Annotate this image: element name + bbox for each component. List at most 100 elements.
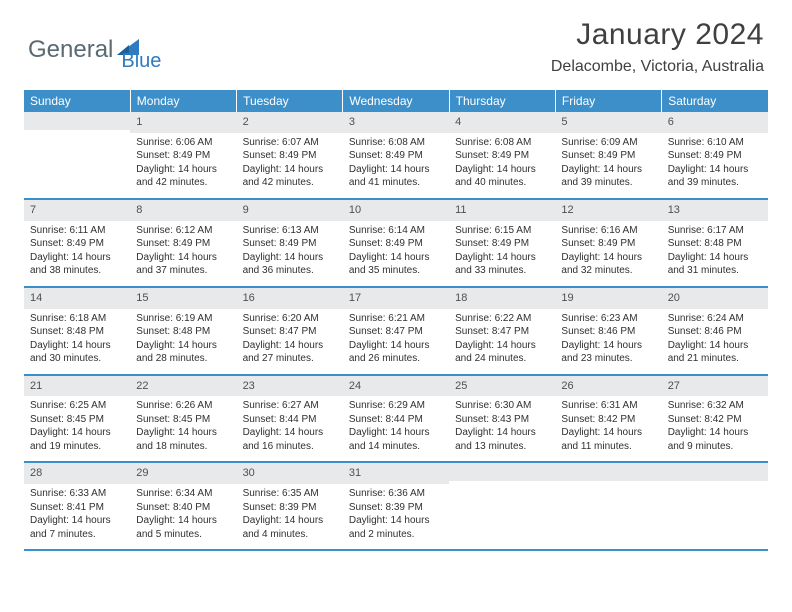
sunset-line: Sunset: 8:49 PM [561, 237, 655, 251]
day-body: Sunrise: 6:08 AMSunset: 8:49 PMDaylight:… [449, 133, 555, 198]
daylight-line: Daylight: 14 hours and 4 minutes. [243, 514, 337, 541]
sunrise-line: Sunrise: 6:18 AM [30, 312, 124, 326]
day-body: Sunrise: 6:31 AMSunset: 8:42 PMDaylight:… [555, 396, 661, 461]
day-body: Sunrise: 6:08 AMSunset: 8:49 PMDaylight:… [343, 133, 449, 198]
daylight-line: Daylight: 14 hours and 14 minutes. [349, 426, 443, 453]
day-body: Sunrise: 6:11 AMSunset: 8:49 PMDaylight:… [24, 221, 130, 286]
day-body: Sunrise: 6:30 AMSunset: 8:43 PMDaylight:… [449, 396, 555, 461]
sunrise-line: Sunrise: 6:32 AM [668, 399, 762, 413]
sunset-line: Sunset: 8:49 PM [136, 149, 230, 163]
sunrise-line: Sunrise: 6:16 AM [561, 224, 655, 238]
calendar-row: 21Sunrise: 6:25 AMSunset: 8:45 PMDayligh… [24, 375, 768, 463]
day-body: Sunrise: 6:27 AMSunset: 8:44 PMDaylight:… [237, 396, 343, 461]
sunset-line: Sunset: 8:40 PM [136, 501, 230, 515]
calendar-row: 14Sunrise: 6:18 AMSunset: 8:48 PMDayligh… [24, 287, 768, 375]
day-body: Sunrise: 6:09 AMSunset: 8:49 PMDaylight:… [555, 133, 661, 198]
sunrise-line: Sunrise: 6:23 AM [561, 312, 655, 326]
calendar-cell: 23Sunrise: 6:27 AMSunset: 8:44 PMDayligh… [237, 375, 343, 463]
calendar-cell-empty [555, 462, 661, 550]
sunset-line: Sunset: 8:49 PM [349, 237, 443, 251]
day-number: 6 [662, 112, 768, 133]
sunset-line: Sunset: 8:43 PM [455, 413, 549, 427]
weekday-header: Friday [555, 90, 661, 112]
sunrise-line: Sunrise: 6:17 AM [668, 224, 762, 238]
sunrise-line: Sunrise: 6:10 AM [668, 136, 762, 150]
daylight-line: Daylight: 14 hours and 42 minutes. [243, 163, 337, 190]
day-body: Sunrise: 6:16 AMSunset: 8:49 PMDaylight:… [555, 221, 661, 286]
calendar-cell: 13Sunrise: 6:17 AMSunset: 8:48 PMDayligh… [662, 199, 768, 287]
day-number: 24 [343, 376, 449, 397]
sunrise-line: Sunrise: 6:11 AM [30, 224, 124, 238]
day-number: 22 [130, 376, 236, 397]
day-number: 26 [555, 376, 661, 397]
daylight-line: Daylight: 14 hours and 32 minutes. [561, 251, 655, 278]
sunrise-line: Sunrise: 6:33 AM [30, 487, 124, 501]
day-number [24, 112, 130, 130]
weekday-header-row: SundayMondayTuesdayWednesdayThursdayFrid… [24, 90, 768, 112]
daylight-line: Daylight: 14 hours and 19 minutes. [30, 426, 124, 453]
day-body [449, 481, 555, 543]
day-body: Sunrise: 6:24 AMSunset: 8:46 PMDaylight:… [662, 309, 768, 374]
day-body: Sunrise: 6:23 AMSunset: 8:46 PMDaylight:… [555, 309, 661, 374]
header: General Blue January 2024 Delacombe, Vic… [0, 0, 792, 80]
day-number: 29 [130, 463, 236, 484]
day-number: 8 [130, 200, 236, 221]
daylight-line: Daylight: 14 hours and 27 minutes. [243, 339, 337, 366]
daylight-line: Daylight: 14 hours and 35 minutes. [349, 251, 443, 278]
calendar-cell: 31Sunrise: 6:36 AMSunset: 8:39 PMDayligh… [343, 462, 449, 550]
calendar-cell: 9Sunrise: 6:13 AMSunset: 8:49 PMDaylight… [237, 199, 343, 287]
daylight-line: Daylight: 14 hours and 39 minutes. [561, 163, 655, 190]
day-number: 15 [130, 288, 236, 309]
day-number: 3 [343, 112, 449, 133]
calendar-table: SundayMondayTuesdayWednesdayThursdayFrid… [24, 90, 768, 551]
sunrise-line: Sunrise: 6:13 AM [243, 224, 337, 238]
day-body: Sunrise: 6:21 AMSunset: 8:47 PMDaylight:… [343, 309, 449, 374]
day-number: 31 [343, 463, 449, 484]
day-number: 30 [237, 463, 343, 484]
calendar-body: 1Sunrise: 6:06 AMSunset: 8:49 PMDaylight… [24, 112, 768, 550]
title-block: January 2024 Delacombe, Victoria, Austra… [551, 18, 764, 76]
day-number: 13 [662, 200, 768, 221]
sunrise-line: Sunrise: 6:14 AM [349, 224, 443, 238]
day-number [555, 463, 661, 481]
day-number: 4 [449, 112, 555, 133]
day-number: 11 [449, 200, 555, 221]
daylight-line: Daylight: 14 hours and 40 minutes. [455, 163, 549, 190]
calendar-cell: 21Sunrise: 6:25 AMSunset: 8:45 PMDayligh… [24, 375, 130, 463]
calendar-cell-empty [449, 462, 555, 550]
sunrise-line: Sunrise: 6:24 AM [668, 312, 762, 326]
calendar-cell: 30Sunrise: 6:35 AMSunset: 8:39 PMDayligh… [237, 462, 343, 550]
day-number [662, 463, 768, 481]
calendar-cell: 17Sunrise: 6:21 AMSunset: 8:47 PMDayligh… [343, 287, 449, 375]
day-number: 7 [24, 200, 130, 221]
sunrise-line: Sunrise: 6:20 AM [243, 312, 337, 326]
sunset-line: Sunset: 8:45 PM [136, 413, 230, 427]
daylight-line: Daylight: 14 hours and 7 minutes. [30, 514, 124, 541]
sunset-line: Sunset: 8:44 PM [243, 413, 337, 427]
sunrise-line: Sunrise: 6:21 AM [349, 312, 443, 326]
daylight-line: Daylight: 14 hours and 39 minutes. [668, 163, 762, 190]
calendar-cell: 24Sunrise: 6:29 AMSunset: 8:44 PMDayligh… [343, 375, 449, 463]
sunset-line: Sunset: 8:47 PM [243, 325, 337, 339]
sunset-line: Sunset: 8:39 PM [243, 501, 337, 515]
month-title: January 2024 [551, 18, 764, 52]
sunrise-line: Sunrise: 6:07 AM [243, 136, 337, 150]
sunset-line: Sunset: 8:49 PM [561, 149, 655, 163]
calendar-cell: 26Sunrise: 6:31 AMSunset: 8:42 PMDayligh… [555, 375, 661, 463]
sunset-line: Sunset: 8:42 PM [668, 413, 762, 427]
daylight-line: Daylight: 14 hours and 30 minutes. [30, 339, 124, 366]
sunset-line: Sunset: 8:48 PM [668, 237, 762, 251]
sunset-line: Sunset: 8:49 PM [349, 149, 443, 163]
sunset-line: Sunset: 8:49 PM [455, 237, 549, 251]
sunrise-line: Sunrise: 6:30 AM [455, 399, 549, 413]
sunset-line: Sunset: 8:48 PM [30, 325, 124, 339]
daylight-line: Daylight: 14 hours and 18 minutes. [136, 426, 230, 453]
day-body: Sunrise: 6:20 AMSunset: 8:47 PMDaylight:… [237, 309, 343, 374]
calendar-cell: 12Sunrise: 6:16 AMSunset: 8:49 PMDayligh… [555, 199, 661, 287]
sunset-line: Sunset: 8:44 PM [349, 413, 443, 427]
calendar-cell: 22Sunrise: 6:26 AMSunset: 8:45 PMDayligh… [130, 375, 236, 463]
weekday-header: Monday [130, 90, 236, 112]
daylight-line: Daylight: 14 hours and 36 minutes. [243, 251, 337, 278]
day-number: 2 [237, 112, 343, 133]
day-number: 19 [555, 288, 661, 309]
